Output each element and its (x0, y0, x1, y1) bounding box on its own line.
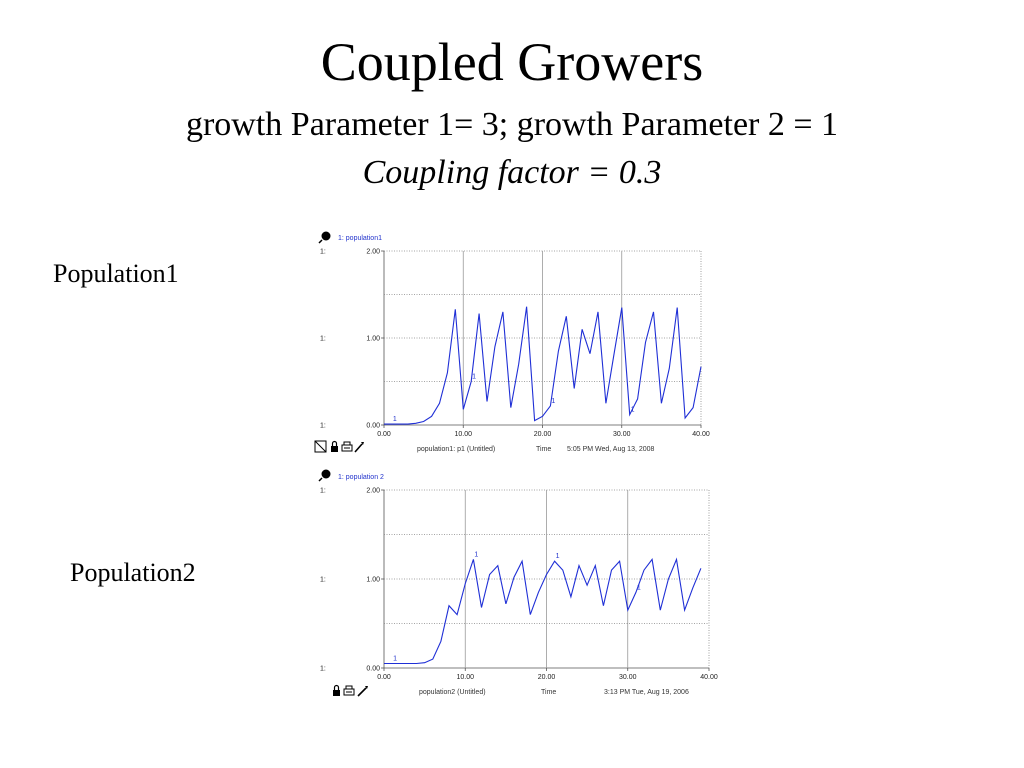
y-axis-prefix: 1: (320, 423, 326, 430)
series-marker: 1 (551, 398, 555, 405)
population2-label: Population2 (70, 558, 196, 587)
y-tick-label: 2.00 (366, 488, 380, 495)
chart2: 0.00 10.00 20.00 30.00 40.00 1: 0.00 1: 1.00 1: 2.… (320, 488, 718, 697)
x-tick-label: 30.00 (619, 674, 637, 681)
series-line (384, 557, 702, 665)
chart2-toolbar (333, 684, 368, 697)
series-marker: 1 (472, 374, 476, 381)
chart1-print-icon[interactable] (341, 441, 353, 452)
x-tick-label: 20.00 (534, 431, 552, 438)
x-tick-label: 40.00 (700, 674, 718, 681)
series-marker: 1 (393, 416, 397, 423)
series-line (384, 306, 702, 425)
x-tick-label: 0.00 (377, 674, 391, 681)
footer-axis-name: Time (536, 446, 551, 453)
footer-axis-name: Time (541, 689, 556, 696)
series-marker: 1 (637, 584, 641, 591)
chart1-pen-icon[interactable] (354, 442, 364, 453)
chart2-pen-icon[interactable] (357, 686, 368, 697)
chart1-toolbar (314, 440, 364, 453)
slide-title: Coupled Growers (320, 32, 704, 92)
footer-page-name: population2 (Untitled) (419, 689, 486, 696)
series-marker: 1 (474, 551, 478, 558)
slide-subtitle: growth Parameter 1= 3; growth Parameter … (185, 106, 839, 143)
chart1-pin-icon[interactable] (318, 231, 331, 244)
y-tick-label: 1.00 (366, 336, 380, 343)
y-axis-prefix: 1: (320, 577, 326, 584)
series-marker: 1 (631, 407, 635, 414)
footer-timestamp: 5:05 PM Wed, Aug 13, 2008 (567, 446, 655, 453)
chart1-legend: 1: population1 (338, 235, 382, 242)
chart2-legend: 1: population 2 (338, 474, 384, 481)
y-axis-prefix: 1: (320, 666, 326, 673)
population1-label: Population1 (53, 259, 179, 288)
y-tick-label: 2.00 (366, 249, 380, 256)
x-tick-label: 20.00 (538, 674, 556, 681)
chart2-header: 1: population 2 (318, 469, 384, 482)
x-tick-label: 0.00 (377, 431, 391, 438)
footer-timestamp: 3:13 PM Tue, Aug 19, 2006 (604, 689, 689, 696)
x-tick-label: 10.00 (454, 431, 472, 438)
chart1-lock-icon[interactable] (331, 440, 338, 453)
y-tick-label: 0.00 (366, 423, 380, 430)
coupling-factor: Coupling factor = 0.3 (362, 154, 662, 191)
chart-marks: 0.00 10.00 20.00 30.00 40.001: 0.001: 1.001: 2.… (320, 249, 718, 697)
y-axis-prefix: 1: (320, 336, 326, 343)
y-tick-label: 0.00 (366, 666, 380, 673)
chart2-pin-icon[interactable] (318, 469, 331, 482)
chart1-resize-icon[interactable] (314, 440, 327, 453)
x-tick-label: 40.00 (692, 431, 710, 438)
y-tick-label: 1.00 (366, 577, 380, 584)
series-marker: 1 (393, 656, 397, 663)
footer-page-name: population1: p1 (Untitled) (417, 446, 495, 453)
chart1: 0.00 10.00 20.00 30.00 40.00 1: 0.00 1: 1.00 1: 2.… (320, 249, 710, 454)
chart2-print-icon[interactable] (343, 685, 355, 696)
y-axis-prefix: 1: (320, 249, 326, 256)
chart2-lock-icon[interactable] (333, 684, 340, 697)
y-axis-prefix: 1: (320, 488, 326, 495)
chart1-header: 1: population1 (318, 231, 382, 244)
x-tick-label: 30.00 (613, 431, 631, 438)
x-tick-label: 10.00 (456, 674, 474, 681)
series-marker: 1 (556, 553, 560, 560)
